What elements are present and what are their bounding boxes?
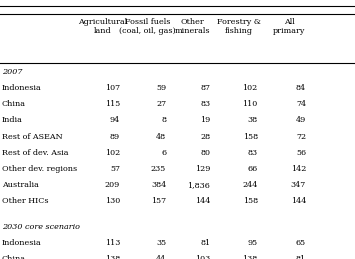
Text: Agricultural: Agricultural bbox=[78, 18, 127, 26]
Text: 95: 95 bbox=[247, 239, 258, 247]
Text: 87: 87 bbox=[200, 84, 210, 92]
Text: fishing: fishing bbox=[225, 27, 252, 35]
Text: All: All bbox=[284, 18, 295, 26]
Text: 48: 48 bbox=[156, 133, 166, 141]
Text: 57: 57 bbox=[110, 165, 120, 173]
Text: Rest of ASEAN: Rest of ASEAN bbox=[2, 133, 62, 141]
Text: 144: 144 bbox=[291, 197, 306, 205]
Text: 158: 158 bbox=[242, 197, 258, 205]
Text: Other: Other bbox=[181, 18, 204, 26]
Text: Rest of dev. Asia: Rest of dev. Asia bbox=[2, 149, 68, 157]
Text: 83: 83 bbox=[247, 149, 258, 157]
Text: 235: 235 bbox=[151, 165, 166, 173]
Text: Indonesia: Indonesia bbox=[2, 84, 42, 92]
Text: 28: 28 bbox=[200, 133, 210, 141]
Text: 84: 84 bbox=[296, 84, 306, 92]
Text: 209: 209 bbox=[105, 181, 120, 189]
Text: 81: 81 bbox=[200, 239, 210, 247]
Text: 157: 157 bbox=[151, 197, 166, 205]
Text: 72: 72 bbox=[296, 133, 306, 141]
Text: 44: 44 bbox=[156, 255, 166, 259]
Text: primary: primary bbox=[273, 27, 306, 35]
Text: Fossil fuels: Fossil fuels bbox=[125, 18, 170, 26]
Text: 35: 35 bbox=[156, 239, 166, 247]
Text: 59: 59 bbox=[156, 84, 166, 92]
Text: minerals: minerals bbox=[175, 27, 211, 35]
Text: (coal, oil, gas): (coal, oil, gas) bbox=[119, 27, 176, 35]
Text: 110: 110 bbox=[242, 100, 258, 108]
Text: Forestry &: Forestry & bbox=[217, 18, 261, 26]
Text: 158: 158 bbox=[242, 133, 258, 141]
Text: 144: 144 bbox=[195, 197, 210, 205]
Text: India: India bbox=[2, 117, 23, 124]
Text: 56: 56 bbox=[296, 149, 306, 157]
Text: 102: 102 bbox=[242, 84, 258, 92]
Text: 115: 115 bbox=[105, 100, 120, 108]
Text: 102: 102 bbox=[105, 149, 120, 157]
Text: 138: 138 bbox=[105, 255, 120, 259]
Text: 142: 142 bbox=[291, 165, 306, 173]
Text: 8: 8 bbox=[161, 117, 166, 124]
Text: 27: 27 bbox=[156, 100, 166, 108]
Text: 107: 107 bbox=[105, 84, 120, 92]
Text: Other dev. regions: Other dev. regions bbox=[2, 165, 77, 173]
Text: 83: 83 bbox=[200, 100, 210, 108]
Text: 384: 384 bbox=[151, 181, 166, 189]
Text: 244: 244 bbox=[242, 181, 258, 189]
Text: 66: 66 bbox=[247, 165, 258, 173]
Text: 130: 130 bbox=[105, 197, 120, 205]
Text: 49: 49 bbox=[296, 117, 306, 124]
Text: China: China bbox=[2, 255, 26, 259]
Text: 347: 347 bbox=[291, 181, 306, 189]
Text: 89: 89 bbox=[110, 133, 120, 141]
Text: China: China bbox=[2, 100, 26, 108]
Text: land: land bbox=[94, 27, 112, 35]
Text: 113: 113 bbox=[105, 239, 120, 247]
Text: 65: 65 bbox=[296, 239, 306, 247]
Text: Other HICs: Other HICs bbox=[2, 197, 48, 205]
Text: 6: 6 bbox=[161, 149, 166, 157]
Text: 1,836: 1,836 bbox=[187, 181, 210, 189]
Text: 80: 80 bbox=[200, 149, 210, 157]
Text: 129: 129 bbox=[195, 165, 210, 173]
Text: 94: 94 bbox=[110, 117, 120, 124]
Text: 81: 81 bbox=[296, 255, 306, 259]
Text: Australia: Australia bbox=[2, 181, 39, 189]
Text: 138: 138 bbox=[242, 255, 258, 259]
Text: 2030 core scenario: 2030 core scenario bbox=[2, 223, 80, 231]
Text: 103: 103 bbox=[195, 255, 210, 259]
Text: 38: 38 bbox=[247, 117, 258, 124]
Text: Indonesia: Indonesia bbox=[2, 239, 42, 247]
Text: 74: 74 bbox=[296, 100, 306, 108]
Text: 2007: 2007 bbox=[2, 68, 22, 76]
Text: 19: 19 bbox=[200, 117, 210, 124]
